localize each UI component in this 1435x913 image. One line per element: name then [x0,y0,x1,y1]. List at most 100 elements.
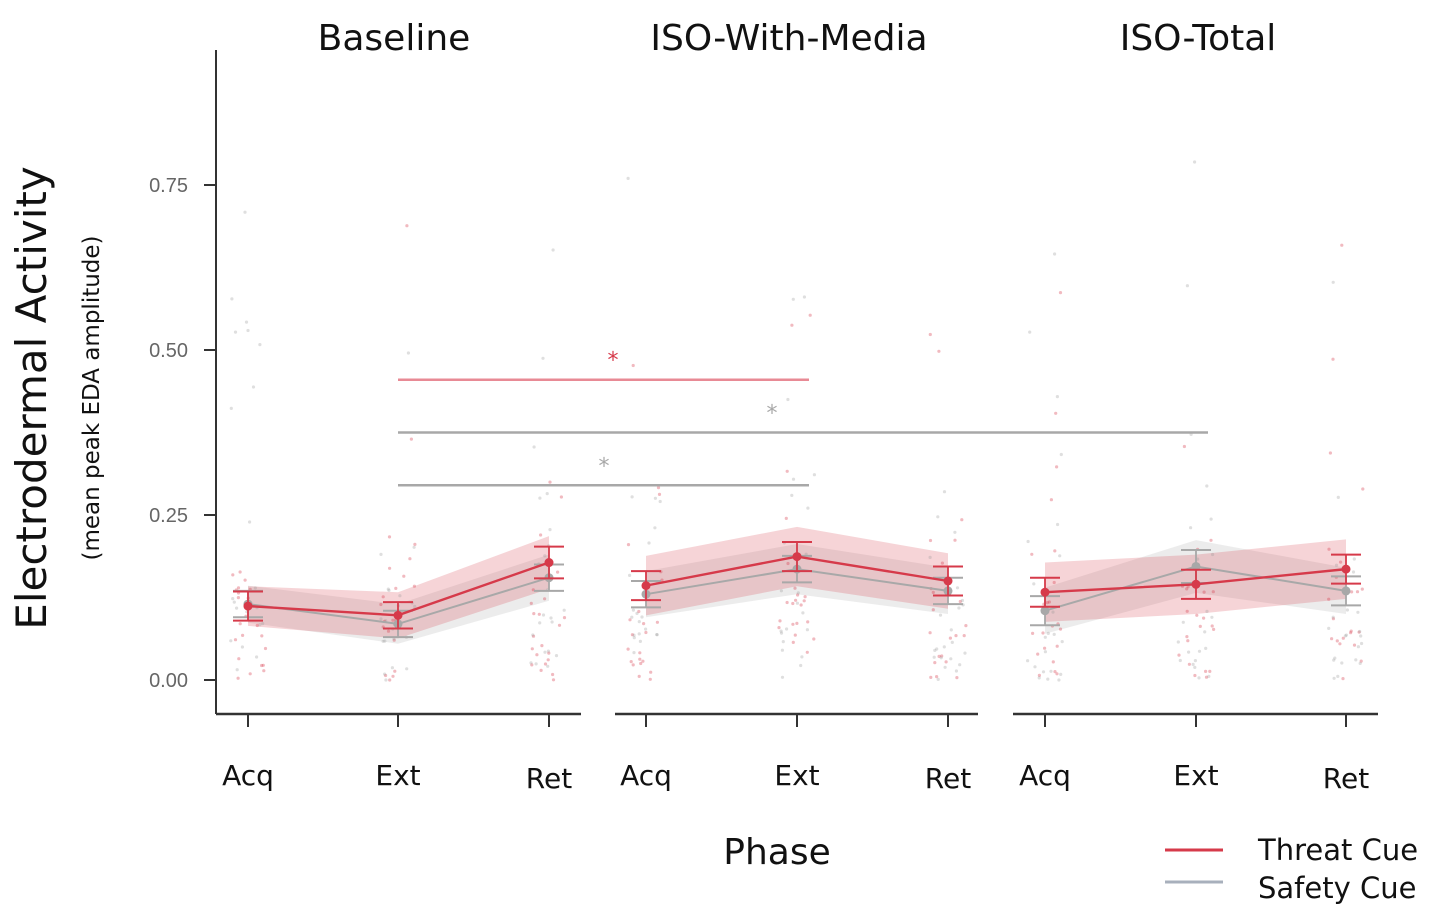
raw-point [648,677,652,681]
raw-point [649,670,653,674]
raw-point [530,663,534,667]
raw-point [1055,644,1059,648]
raw-point [413,604,417,609]
raw-point [637,620,641,624]
raw-point [1185,609,1189,613]
raw-point [1205,609,1209,614]
raw-point [384,678,388,682]
raw-point [1211,552,1215,557]
raw-point [1338,642,1342,646]
raw-point [391,618,395,622]
raw-point [949,657,953,661]
raw-point [1328,451,1332,455]
raw-point [1340,661,1344,665]
raw-point [626,176,630,180]
raw-point [539,533,543,537]
raw-point [628,573,632,578]
raw-point [548,480,552,484]
raw-point [1352,557,1356,561]
raw-point [406,351,410,355]
raw-point [235,668,239,672]
raw-point [647,541,651,545]
raw-point [1343,634,1347,638]
raw-point [931,608,935,612]
raw-point [237,657,241,661]
raw-point [238,570,242,574]
raw-point [962,634,966,638]
mean-point [1040,606,1050,616]
raw-point [1341,677,1345,681]
raw-point [637,609,641,614]
raw-point [393,669,397,673]
raw-point [1331,280,1335,284]
x-tick-label: Acq [1019,759,1071,792]
raw-point [635,611,639,616]
confidence-band [248,536,549,639]
raw-point [632,651,636,655]
raw-point [805,628,810,632]
raw-point [235,606,239,610]
x-tick-label: Ext [375,759,420,792]
raw-point [1336,495,1340,499]
raw-point [1193,659,1197,663]
raw-point [243,210,247,214]
raw-point [1195,613,1199,617]
raw-point [790,323,794,327]
raw-point [1332,676,1336,680]
raw-point [258,623,262,627]
raw-point [1359,634,1363,638]
raw-point [402,574,406,578]
raw-point [638,651,642,655]
raw-point [1181,620,1185,624]
raw-point [231,597,235,601]
raw-point [260,634,264,638]
raw-point [262,669,266,673]
raw-point [638,639,643,644]
raw-point [1046,631,1050,636]
raw-point [1186,639,1190,643]
raw-point [1054,411,1058,415]
raw-point [960,598,965,603]
legend-safety-label: Safety Cue [1258,871,1416,905]
raw-point [948,636,953,640]
raw-point [1037,673,1041,678]
raw-point [653,526,657,530]
raw-point [1060,640,1064,644]
raw-point [955,586,960,590]
raw-point [953,538,957,542]
raw-point [255,623,259,628]
raw-point [1031,631,1035,636]
raw-point [794,598,798,602]
raw-point [1045,601,1049,605]
raw-point [546,664,550,668]
mean-lines [233,541,1361,639]
raw-point [949,628,953,632]
raw-point [786,561,790,566]
raw-point [390,666,394,670]
raw-point [955,676,959,680]
raw-point [806,506,810,510]
raw-point [1350,590,1354,594]
raw-point [1055,672,1059,676]
raw-point [793,586,797,590]
raw-point [379,617,383,621]
raw-point [796,591,800,595]
raw-point [1053,252,1057,256]
raw-point [381,639,385,643]
raw-point [935,675,939,679]
raw-point [1204,675,1209,679]
x-tick-label: Acq [620,759,672,792]
raw-point [779,589,784,593]
raw-point [653,496,658,500]
raw-point [1204,669,1208,674]
raw-point [531,633,535,637]
raw-point [1187,650,1191,654]
raw-point [944,660,948,664]
raw-point [780,675,785,679]
mean-point [243,601,253,611]
raw-point [1185,284,1189,288]
raw-point [1207,674,1211,679]
raw-point [1051,610,1055,614]
raw-point [229,406,233,410]
raw-point [1354,658,1358,662]
